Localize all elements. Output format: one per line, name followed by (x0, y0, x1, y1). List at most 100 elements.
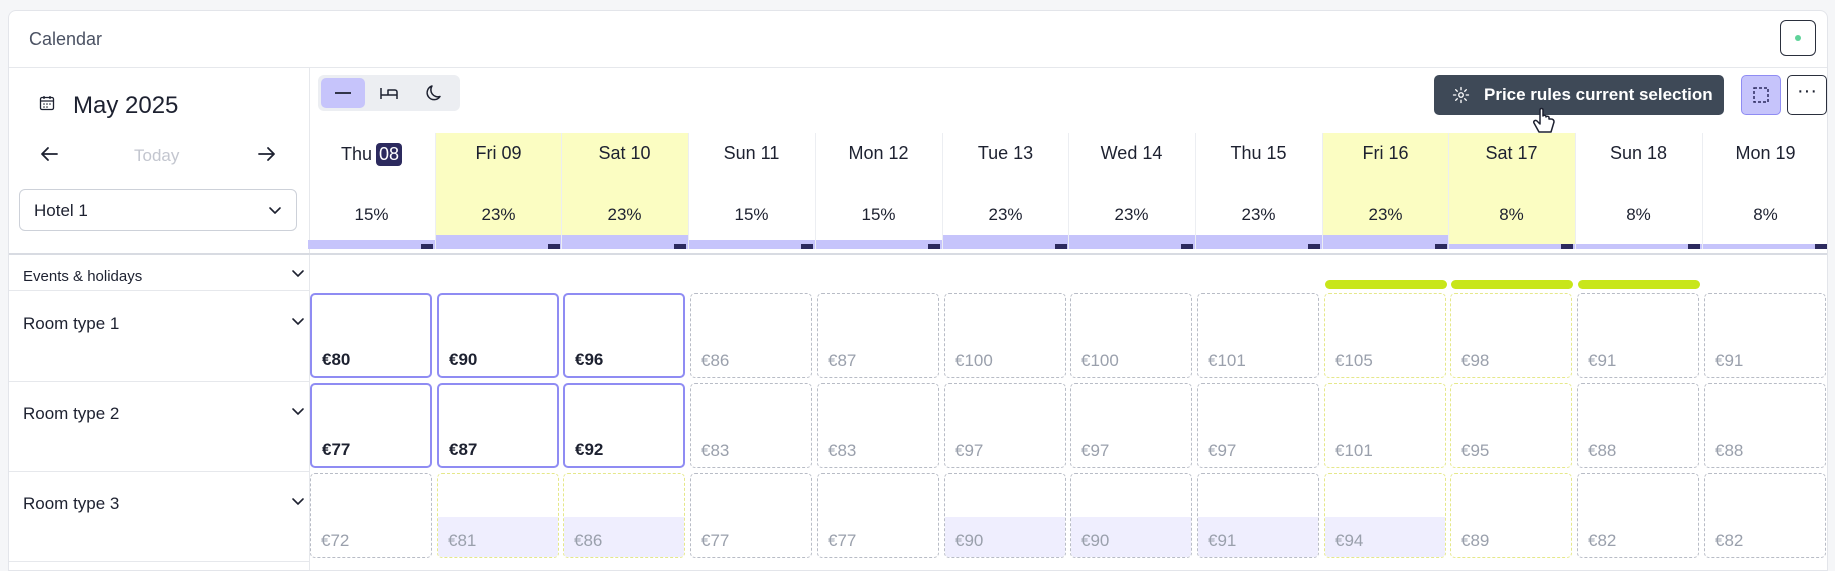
hotel-select[interactable]: Hotel 1 (19, 189, 297, 231)
occupancy-value: 8% (1626, 205, 1651, 224)
day-name: Sat 17 (1485, 143, 1538, 163)
day-column-header[interactable]: Sun 18 8% (1575, 133, 1702, 249)
price-cell[interactable]: €101 (1324, 383, 1446, 468)
next-arrow-icon[interactable] (255, 142, 279, 166)
occupancy-marker (1561, 244, 1573, 249)
price-rules-button[interactable]: Price rules current selection (1434, 75, 1724, 115)
day-column-header[interactable]: Fri 16 23% (1322, 133, 1449, 249)
price-value: €100 (955, 351, 993, 370)
day-separator (1195, 133, 1196, 249)
day-label: Fri 09 (435, 143, 562, 164)
room-type-label: Room type 3 (23, 494, 120, 513)
header-divider (9, 253, 1827, 255)
price-value: €88 (1715, 441, 1744, 460)
price-cell[interactable]: €82 (1704, 473, 1826, 558)
room-type-label: Room type 1 (23, 314, 120, 333)
price-cell[interactable]: €96 (563, 293, 685, 378)
price-cell[interactable]: €81 (437, 473, 559, 558)
price-value: €90 (449, 350, 478, 369)
day-name: Tue 13 (977, 143, 1034, 163)
row-separator (9, 381, 309, 382)
day-name: Fri 09 (475, 143, 522, 163)
price-cell[interactable]: €83 (690, 383, 812, 468)
price-value: €82 (1588, 531, 1617, 550)
price-cell[interactable]: €94 (1324, 473, 1446, 558)
price-value: €81 (448, 531, 477, 550)
price-cell[interactable]: €86 (563, 473, 685, 558)
day-name: Mon 19 (1735, 143, 1796, 163)
day-label: Sun 11 (688, 143, 815, 164)
chevron-down-icon[interactable] (291, 269, 305, 279)
day-column-header[interactable]: Thu 08 15% (308, 133, 435, 249)
event-bar[interactable] (1451, 280, 1573, 289)
price-value: €83 (701, 441, 730, 460)
day-column-header[interactable]: Mon 12 15% (815, 133, 942, 249)
day-column-header[interactable]: Sat 17 8% (1448, 133, 1575, 249)
price-value: €86 (701, 351, 730, 370)
price-cell[interactable]: €92 (563, 383, 685, 468)
price-cell[interactable]: €77 (817, 473, 939, 558)
price-value: €82 (1715, 531, 1744, 550)
view-default-button[interactable] (321, 78, 365, 108)
today-button[interactable]: Today (134, 146, 180, 165)
day-column-header[interactable]: Sat 10 23% (561, 133, 688, 249)
price-cell[interactable]: €97 (1070, 383, 1192, 468)
occupancy-value: 15% (734, 205, 769, 224)
day-column-header[interactable]: Wed 14 23% (1068, 133, 1195, 249)
price-cell[interactable]: €88 (1577, 383, 1699, 468)
price-cell[interactable]: €89 (1450, 473, 1572, 558)
day-column-header[interactable]: Sun 11 15% (688, 133, 815, 249)
price-cell[interactable]: €101 (1197, 293, 1319, 378)
price-cell[interactable]: €83 (817, 383, 939, 468)
occupancy-value: 15% (861, 205, 896, 224)
day-name: Fri 16 (1362, 143, 1409, 163)
app-title: Calendar (29, 29, 103, 49)
price-cell[interactable]: €100 (1070, 293, 1192, 378)
occupancy-marker (1688, 244, 1700, 249)
price-cell[interactable]: €100 (944, 293, 1066, 378)
view-toggle-group (318, 75, 460, 111)
price-cell[interactable]: €90 (437, 293, 559, 378)
select-area-icon (1753, 87, 1769, 103)
price-cell[interactable]: €95 (1450, 383, 1572, 468)
price-cell[interactable]: €82 (1577, 473, 1699, 558)
price-cell[interactable]: €72 (310, 473, 432, 558)
day-column-header[interactable]: Thu 15 23% (1195, 133, 1322, 249)
chevron-down-icon[interactable] (291, 404, 305, 416)
price-cell[interactable]: €87 (817, 293, 939, 378)
price-cell[interactable]: €80 (310, 293, 432, 378)
view-nights-button[interactable] (413, 78, 457, 108)
occupancy-bar (1195, 235, 1322, 249)
selection-mode-button[interactable] (1741, 75, 1781, 115)
event-bar[interactable] (1578, 280, 1700, 289)
price-value: €98 (1461, 351, 1490, 370)
day-column-header[interactable]: Tue 13 23% (942, 133, 1069, 249)
event-bar[interactable] (1325, 280, 1447, 289)
price-cell[interactable]: €105 (1324, 293, 1446, 378)
day-column-header[interactable]: Fri 09 23% (435, 133, 562, 249)
price-cell[interactable]: €77 (690, 473, 812, 558)
price-cell[interactable]: €90 (1070, 473, 1192, 558)
prev-arrow-icon[interactable] (37, 142, 61, 166)
price-cell[interactable]: €97 (1197, 383, 1319, 468)
price-cell[interactable]: €97 (944, 383, 1066, 468)
chevron-down-icon[interactable] (291, 314, 305, 326)
price-cell[interactable]: €90 (944, 473, 1066, 558)
price-cell[interactable]: €77 (310, 383, 432, 468)
more-options-button[interactable]: ··· (1787, 75, 1827, 115)
price-cell[interactable]: €91 (1197, 473, 1319, 558)
day-column-header[interactable]: Mon 19 8% (1702, 133, 1827, 249)
chevron-down-icon[interactable] (291, 494, 305, 506)
price-cell[interactable]: €88 (1704, 383, 1826, 468)
view-rooms-button[interactable] (367, 78, 411, 108)
status-button[interactable] (1780, 20, 1816, 56)
occupancy-value: 23% (607, 205, 642, 224)
day-separator (688, 133, 689, 249)
occupancy-marker (928, 244, 940, 249)
price-cell[interactable]: €86 (690, 293, 812, 378)
price-cell[interactable]: €91 (1704, 293, 1826, 378)
price-cell[interactable]: €87 (437, 383, 559, 468)
price-cell[interactable]: €98 (1450, 293, 1572, 378)
day-name: Wed 14 (1100, 143, 1163, 163)
price-cell[interactable]: €91 (1577, 293, 1699, 378)
